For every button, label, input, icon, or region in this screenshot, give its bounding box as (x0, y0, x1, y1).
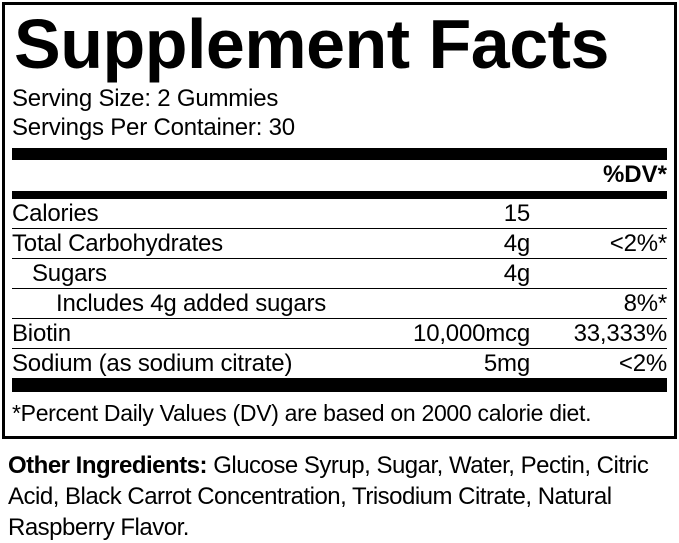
dv-column-header-row: %DV* (12, 160, 667, 191)
nutrient-dv: <2% (618, 349, 667, 377)
supplement-facts-panel: Supplement Facts Serving Size: 2 Gummies… (2, 2, 677, 440)
other-ingredients-label: Other Ingredients: (8, 452, 208, 480)
dv-column-header-label: %DV* (602, 161, 667, 189)
servings-per-container-line: Servings Per Container: 30 (12, 114, 295, 142)
nutrient-row-sodium: Sodium (as sodium citrate) 5mg <2% (12, 348, 667, 378)
nutrient-row-total-carbohydrates: Total Carbohydrates 4g <2%* (12, 228, 667, 258)
other-ingredients-text: Glucose Syrup, Sugar, Water, Pectin, Cit… (8, 452, 649, 542)
nutrient-name: Sugars (32, 260, 107, 287)
nutrient-table: Calories 15 Total Carbohydrates 4g <2%* … (12, 199, 667, 378)
nutrient-amount: 5mg (483, 349, 530, 377)
nutrient-amount: 10,000mcg (413, 319, 530, 347)
nutrient-amount: 4g (503, 229, 530, 257)
nutrient-amount: 15 (503, 199, 530, 227)
nutrient-amount: 4g (503, 259, 530, 287)
thick-divider-bottom (12, 378, 667, 393)
thick-divider-top (12, 148, 667, 161)
nutrient-row-biotin: Biotin 10,000mcg 33,333% (12, 318, 667, 348)
nutrient-row-added-sugars: Includes 4g added sugars 8%* (12, 288, 667, 318)
nutrient-name: Total Carbohydrates (12, 230, 223, 257)
nutrient-dv: 8%* (623, 289, 668, 317)
panel-title: Supplement Facts (14, 5, 609, 83)
nutrient-dv: 33,333% (573, 319, 668, 347)
thick-divider-under-header (12, 191, 667, 200)
nutrient-row-sugars: Sugars 4g (12, 258, 667, 288)
nutrient-dv: <2%* (609, 229, 667, 257)
nutrient-name: Includes 4g added sugars (56, 290, 327, 317)
serving-size-line: Serving Size: 2 Gummies (12, 85, 279, 113)
nutrient-name: Calories (12, 200, 99, 227)
nutrient-name: Biotin (12, 320, 71, 347)
daily-value-footnote: *Percent Daily Values (DV) are based on … (12, 400, 592, 427)
nutrient-name: Sodium (as sodium citrate) (12, 350, 293, 377)
nutrient-row-calories: Calories 15 (12, 199, 667, 228)
other-ingredients-paragraph: Other Ingredients: Glucose Syrup, Sugar,… (8, 450, 677, 543)
